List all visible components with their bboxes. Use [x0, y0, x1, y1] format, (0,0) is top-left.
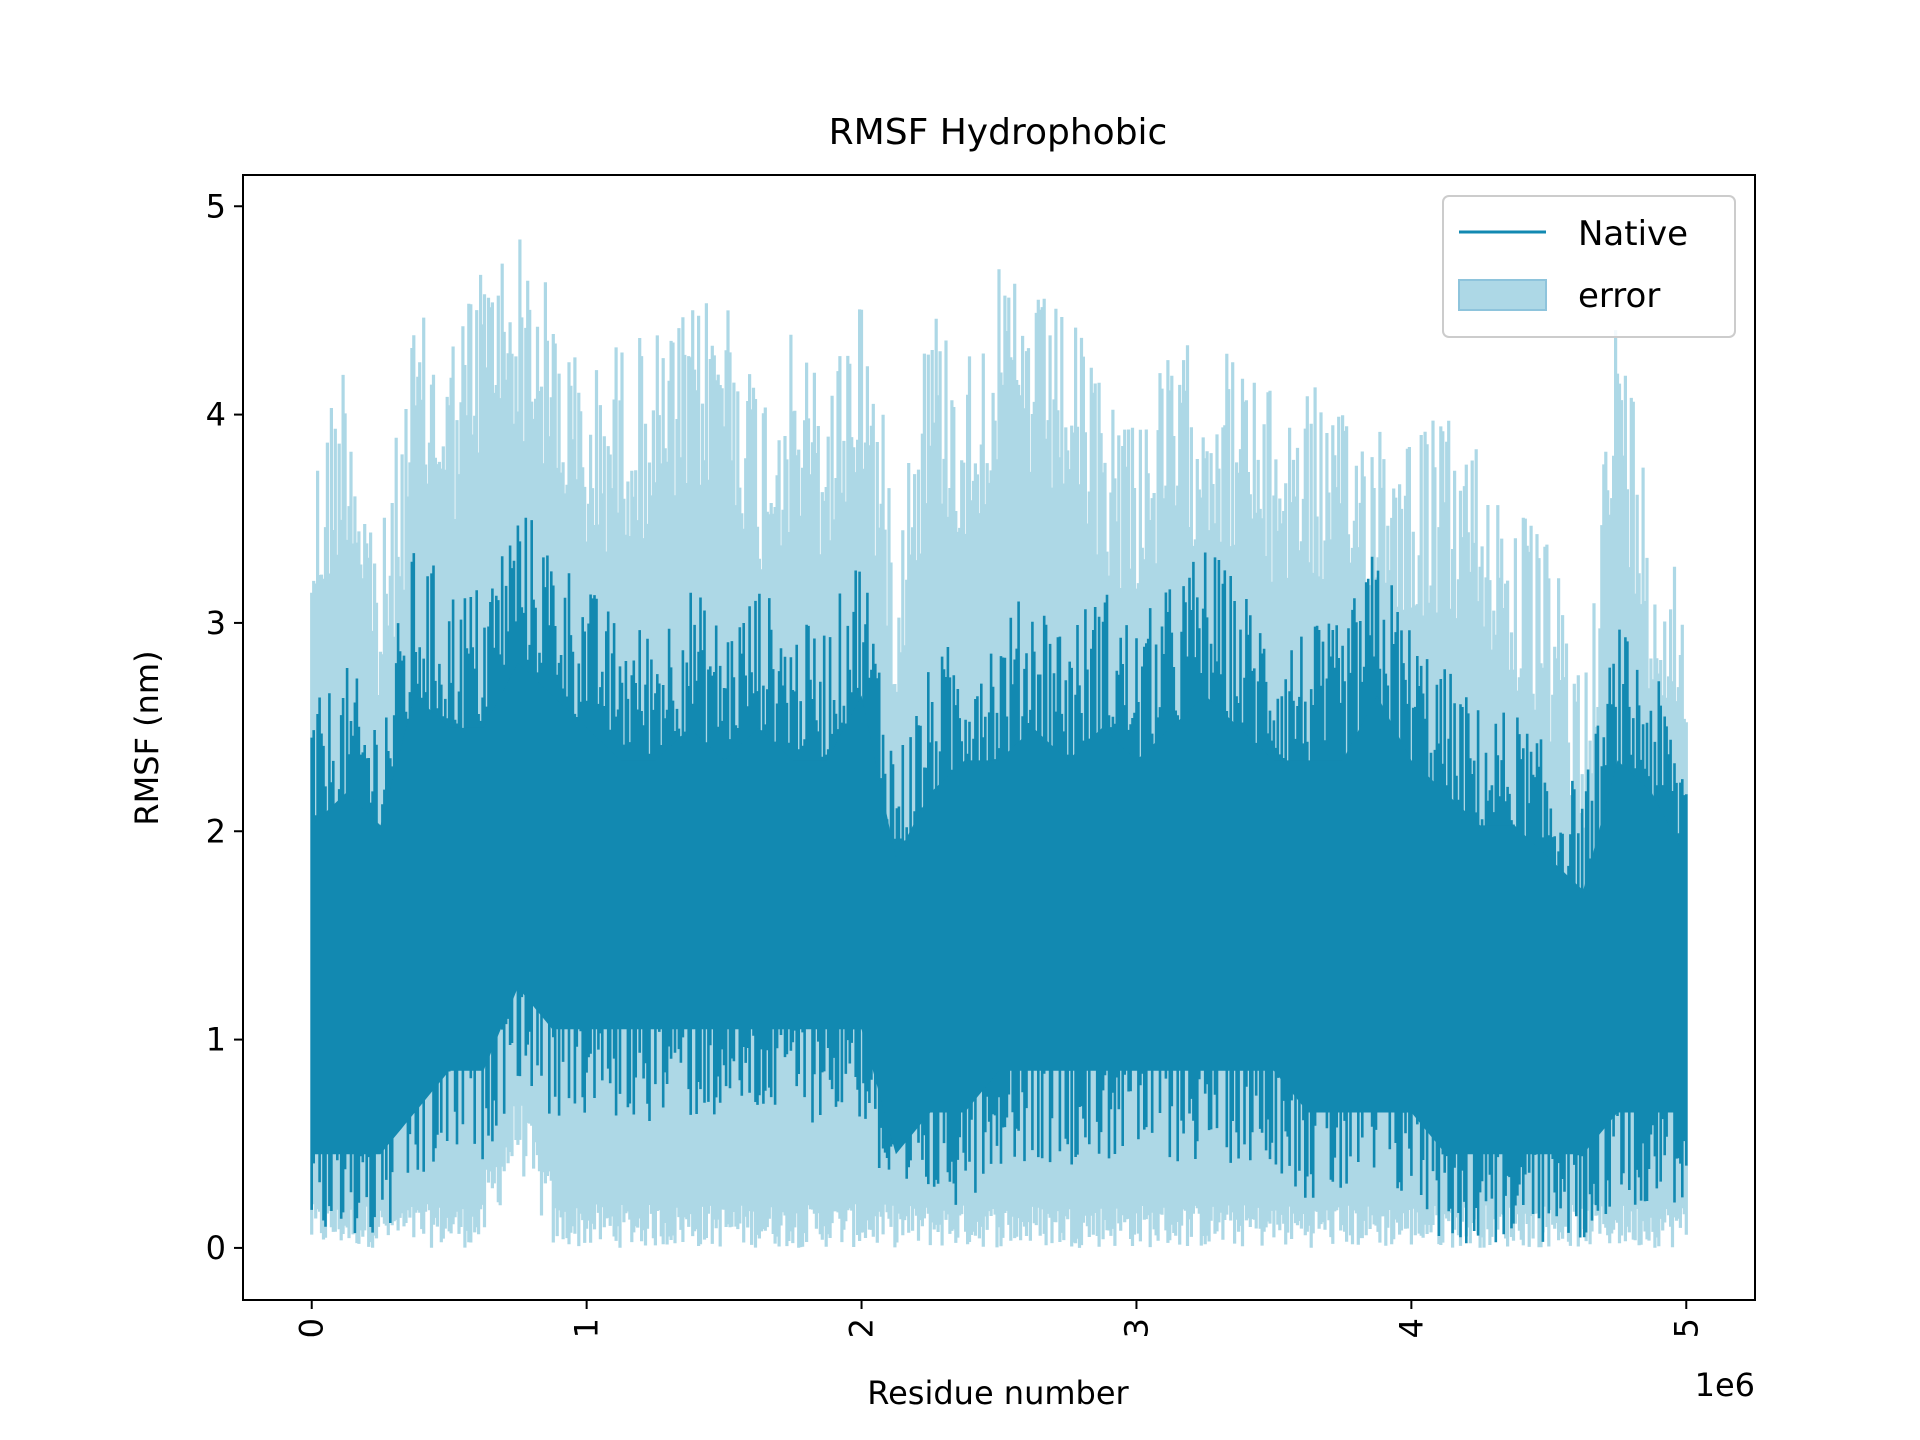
- y-tick-label: 4: [206, 396, 226, 434]
- plot-area: [310, 239, 1688, 1248]
- y-tick-label: 3: [206, 604, 226, 642]
- chart-title: RMSF Hydrophobic: [829, 112, 1168, 153]
- native-line-core: [311, 662, 1687, 1155]
- x-tick-label: 1: [568, 1318, 606, 1338]
- y-axis-label: RMSF (nm): [128, 650, 166, 825]
- y-tick-label: 0: [206, 1229, 226, 1267]
- y-axis-ticks: 0 1 2 3 4 5: [206, 187, 243, 1267]
- legend: Native error: [1442, 195, 1736, 338]
- legend-error-label: error: [1578, 276, 1660, 316]
- x-tick-label: 2: [843, 1318, 881, 1338]
- y-tick-label: 5: [206, 187, 226, 225]
- plot-frame: [242, 174, 1756, 1301]
- legend-native-label: Native: [1578, 214, 1688, 254]
- x-tick-label: 5: [1667, 1318, 1705, 1338]
- x-axis-ticks: 0 1 2 3 4 5: [293, 1300, 1705, 1338]
- x-tick-label: 0: [293, 1318, 331, 1338]
- y-tick-label: 1: [206, 1021, 226, 1059]
- x-tick-label: 3: [1117, 1318, 1155, 1338]
- legend-error-swatch: [1458, 279, 1547, 311]
- x-tick-label: 4: [1392, 1318, 1430, 1338]
- y-tick-label: 2: [206, 812, 226, 850]
- x-axis-offset-label: 1e6: [1695, 1366, 1755, 1404]
- x-axis-label: Residue number: [867, 1374, 1129, 1412]
